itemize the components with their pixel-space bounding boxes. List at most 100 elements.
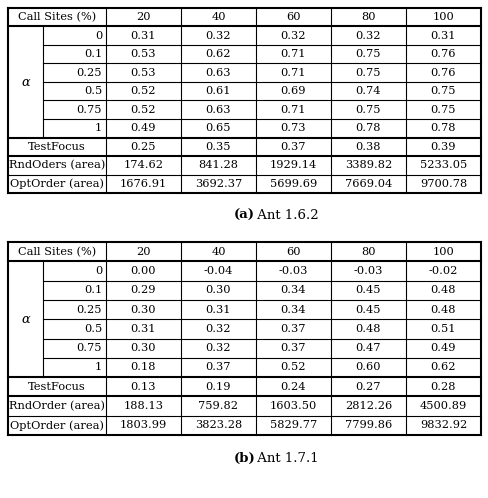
Text: 0.75: 0.75 xyxy=(355,105,381,115)
Text: 0.71: 0.71 xyxy=(280,49,305,59)
Text: 0.37: 0.37 xyxy=(280,343,305,353)
Text: 0.60: 0.60 xyxy=(355,363,381,373)
Text: 0.32: 0.32 xyxy=(205,31,231,41)
Text: 0.53: 0.53 xyxy=(130,68,156,78)
Text: -0.03: -0.03 xyxy=(353,266,383,276)
Text: 1676.91: 1676.91 xyxy=(120,179,166,189)
Text: 0.75: 0.75 xyxy=(430,86,455,96)
Text: 100: 100 xyxy=(432,12,453,22)
Text: 0.48: 0.48 xyxy=(430,285,455,295)
Text: 0.63: 0.63 xyxy=(205,105,231,115)
Text: -0.04: -0.04 xyxy=(203,266,233,276)
Text: 0.25: 0.25 xyxy=(77,68,102,78)
Text: 5829.77: 5829.77 xyxy=(269,420,316,430)
Text: RndOders (area): RndOders (area) xyxy=(9,160,105,170)
Text: 0.30: 0.30 xyxy=(130,343,156,353)
Text: -0.03: -0.03 xyxy=(278,266,307,276)
Text: 0.37: 0.37 xyxy=(280,142,305,152)
Text: 0.45: 0.45 xyxy=(355,285,381,295)
Text: 0.73: 0.73 xyxy=(280,123,305,133)
Text: OptOrder (area): OptOrder (area) xyxy=(10,420,104,431)
Text: 0.75: 0.75 xyxy=(77,105,102,115)
Text: 3692.37: 3692.37 xyxy=(194,179,242,189)
Text: α: α xyxy=(21,76,30,89)
Text: 0.1: 0.1 xyxy=(83,285,102,295)
Text: 0.71: 0.71 xyxy=(280,68,305,78)
Text: 0.49: 0.49 xyxy=(430,343,455,353)
Text: 0: 0 xyxy=(95,31,102,41)
Text: 0.27: 0.27 xyxy=(355,382,381,392)
Text: 0.31: 0.31 xyxy=(130,324,156,334)
Text: 40: 40 xyxy=(211,247,225,256)
Text: Ant 1.7.1: Ant 1.7.1 xyxy=(253,452,318,465)
Text: 0.45: 0.45 xyxy=(355,305,381,315)
Text: 100: 100 xyxy=(432,247,453,256)
Text: 60: 60 xyxy=(285,247,300,256)
Text: 0.35: 0.35 xyxy=(205,142,231,152)
Text: 841.28: 841.28 xyxy=(198,160,238,170)
Text: 0.18: 0.18 xyxy=(130,363,156,373)
Text: 188.13: 188.13 xyxy=(123,401,163,411)
Text: 0.13: 0.13 xyxy=(130,382,156,392)
Text: 0.24: 0.24 xyxy=(280,382,305,392)
Text: 0.47: 0.47 xyxy=(355,343,381,353)
Text: 0.69: 0.69 xyxy=(280,86,305,96)
Text: 0: 0 xyxy=(95,266,102,276)
Text: α: α xyxy=(21,313,30,326)
Text: 0.29: 0.29 xyxy=(130,285,156,295)
Text: 0.37: 0.37 xyxy=(280,324,305,334)
Text: 0.5: 0.5 xyxy=(83,324,102,334)
Text: 0.71: 0.71 xyxy=(280,105,305,115)
Text: 80: 80 xyxy=(361,12,375,22)
Text: 1929.14: 1929.14 xyxy=(269,160,316,170)
Text: 0.78: 0.78 xyxy=(355,123,381,133)
Text: RndOrder (area): RndOrder (area) xyxy=(9,401,105,411)
Text: (b): (b) xyxy=(233,452,255,465)
Text: 0.39: 0.39 xyxy=(430,142,455,152)
Text: 3389.82: 3389.82 xyxy=(344,160,391,170)
Text: Ant 1.6.2: Ant 1.6.2 xyxy=(253,209,318,222)
Text: 4500.89: 4500.89 xyxy=(419,401,466,411)
Text: 0.76: 0.76 xyxy=(430,49,455,59)
Text: 0.52: 0.52 xyxy=(130,86,156,96)
Text: 0.74: 0.74 xyxy=(355,86,381,96)
Text: 0.00: 0.00 xyxy=(130,266,156,276)
Text: 759.82: 759.82 xyxy=(198,401,238,411)
Text: 1603.50: 1603.50 xyxy=(269,401,316,411)
Text: 0.31: 0.31 xyxy=(205,305,231,315)
Text: 0.32: 0.32 xyxy=(280,31,305,41)
Text: 0.48: 0.48 xyxy=(355,324,381,334)
Text: 0.76: 0.76 xyxy=(430,68,455,78)
Text: 40: 40 xyxy=(211,12,225,22)
Text: 0.63: 0.63 xyxy=(205,68,231,78)
Text: 0.75: 0.75 xyxy=(355,68,381,78)
Text: TestFocus: TestFocus xyxy=(28,142,85,152)
Text: TestFocus: TestFocus xyxy=(28,382,85,392)
Text: 0.25: 0.25 xyxy=(77,305,102,315)
Text: 2812.26: 2812.26 xyxy=(344,401,391,411)
Text: 174.62: 174.62 xyxy=(123,160,163,170)
Text: 7799.86: 7799.86 xyxy=(344,420,391,430)
Text: 0.30: 0.30 xyxy=(205,285,231,295)
Text: 0.32: 0.32 xyxy=(205,343,231,353)
Text: 0.48: 0.48 xyxy=(430,305,455,315)
Text: 0.62: 0.62 xyxy=(430,363,455,373)
Text: 0.52: 0.52 xyxy=(130,105,156,115)
Text: Call Sites (%): Call Sites (%) xyxy=(18,12,96,22)
Text: 60: 60 xyxy=(285,12,300,22)
Text: 0.34: 0.34 xyxy=(280,305,305,315)
Text: 0.75: 0.75 xyxy=(355,49,381,59)
Text: 0.32: 0.32 xyxy=(205,324,231,334)
Text: 0.25: 0.25 xyxy=(130,142,156,152)
Text: 0.1: 0.1 xyxy=(83,49,102,59)
Text: 5699.69: 5699.69 xyxy=(269,179,316,189)
Text: 1: 1 xyxy=(95,123,102,133)
Text: 7669.04: 7669.04 xyxy=(344,179,391,189)
Text: 0.75: 0.75 xyxy=(430,105,455,115)
Text: OptOrder (area): OptOrder (area) xyxy=(10,178,104,189)
Text: 0.65: 0.65 xyxy=(205,123,231,133)
Text: -0.02: -0.02 xyxy=(428,266,457,276)
Text: 0.38: 0.38 xyxy=(355,142,381,152)
Text: 0.34: 0.34 xyxy=(280,285,305,295)
Text: 0.31: 0.31 xyxy=(430,31,455,41)
